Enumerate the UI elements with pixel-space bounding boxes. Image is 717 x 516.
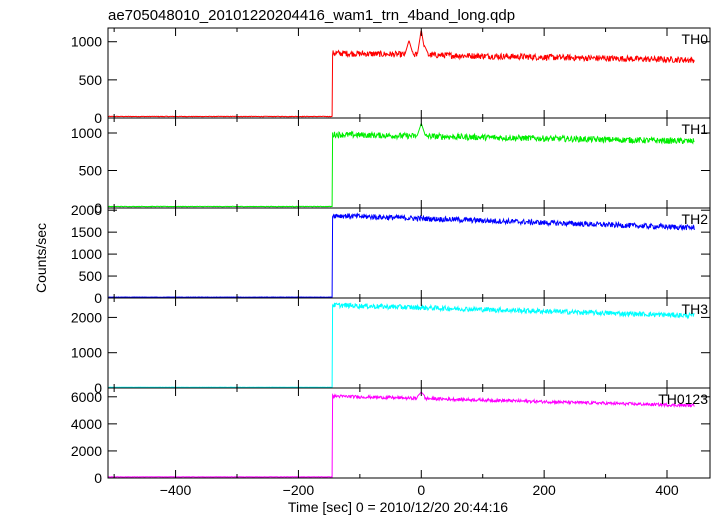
y-tick-label: 2000 bbox=[71, 202, 102, 218]
series-line-th0 bbox=[107, 30, 695, 118]
series-label-th2: TH2 bbox=[682, 211, 709, 227]
y-tick-label: 0 bbox=[94, 110, 102, 126]
panel-th0123: 0 2000 4000 6000 TH0123 bbox=[71, 387, 711, 486]
chart-title: ae705048010_20101220204416_wam1_trn_4ban… bbox=[108, 7, 515, 24]
y-tick-label: 1500 bbox=[71, 224, 102, 240]
y-tick-label: 1000 bbox=[71, 345, 102, 361]
series-label-th3: TH3 bbox=[682, 301, 709, 317]
y-tick-label: 6000 bbox=[71, 389, 102, 405]
y-tick-label: 2000 bbox=[71, 443, 102, 459]
y-tick-label: 500 bbox=[79, 163, 103, 179]
series-line-th3 bbox=[107, 302, 695, 388]
x-tick-label: −400 bbox=[160, 482, 192, 498]
series-line-th2 bbox=[108, 212, 695, 298]
y-tick-label: 500 bbox=[79, 72, 103, 88]
y-tick-label: 0 bbox=[94, 380, 102, 396]
panel-frame bbox=[107, 297, 711, 389]
series-line-th1 bbox=[107, 123, 695, 208]
series-label-th0123: TH0123 bbox=[658, 391, 708, 407]
panel-frame bbox=[107, 207, 711, 299]
panel-th0: 0 500 1000 TH0 bbox=[71, 27, 711, 126]
series-label-th0: TH0 bbox=[682, 31, 709, 47]
panel-frame bbox=[107, 387, 711, 479]
y-tick-label: 4000 bbox=[71, 416, 102, 432]
y-tick-label: 1000 bbox=[71, 125, 102, 141]
y-axis-label: Counts/sec bbox=[33, 223, 49, 293]
x-tick-label: −200 bbox=[283, 482, 315, 498]
panel-frame bbox=[107, 117, 711, 209]
x-tick-label: 200 bbox=[532, 482, 556, 498]
series-label-th1: TH1 bbox=[682, 121, 709, 137]
panel-th2: 0 500 1000 1500 2000 TH2 bbox=[71, 202, 711, 306]
y-tick-label: 0 bbox=[94, 470, 102, 486]
y-tick-label: 0 bbox=[94, 200, 102, 216]
x-axis-label: Time [sec] 0 = 2010/12/20 20:44:16 bbox=[288, 499, 508, 515]
y-tick-label: 1000 bbox=[71, 34, 102, 50]
x-tick-label: 400 bbox=[655, 482, 679, 498]
x-tick-label: 0 bbox=[417, 482, 425, 498]
panels: 0 500 1000 TH0 0 500 1000 TH1 0 500 1000 1500 2000 TH… bbox=[71, 27, 711, 486]
panel-th3: 0 1000 2000 TH3 bbox=[71, 297, 711, 396]
y-tick-label: 500 bbox=[79, 268, 103, 284]
panel-th1: 0 500 1000 TH1 bbox=[71, 117, 711, 216]
y-tick-label: 2000 bbox=[71, 309, 102, 325]
y-tick-label: 1000 bbox=[71, 246, 102, 262]
x-axis-ticks: −400 −200 0 200 400 bbox=[160, 482, 679, 498]
y-tick-label: 0 bbox=[94, 290, 102, 306]
series-line-th0123 bbox=[107, 391, 695, 478]
